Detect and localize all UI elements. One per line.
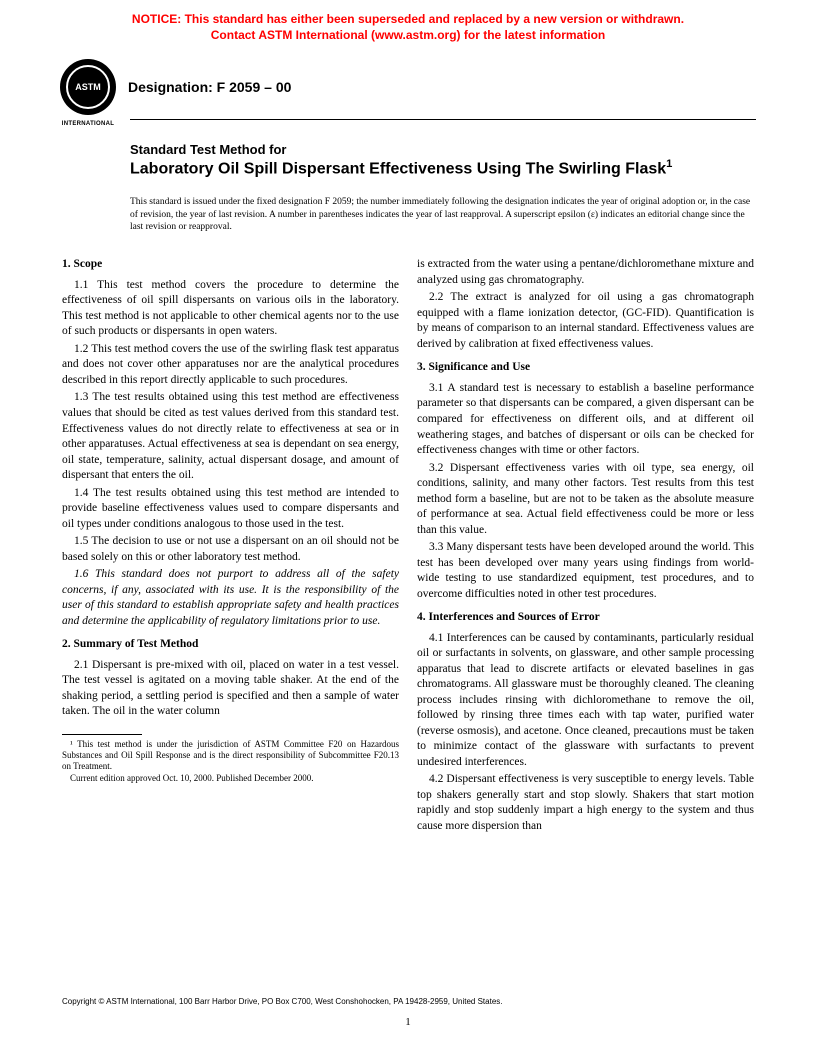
copyright: Copyright © ASTM International, 100 Barr… xyxy=(62,997,503,1006)
para-1-3: 1.3 The test results obtained using this… xyxy=(62,390,399,483)
section-4-head: 4. Interferences and Sources of Error xyxy=(417,610,754,626)
issue-note: This standard is issued under the fixed … xyxy=(130,196,756,233)
para-3-2: 3.2 Dispersant effectiveness varies with… xyxy=(417,461,754,539)
logo-subtext: INTERNATIONAL xyxy=(60,121,116,127)
footnote-rule xyxy=(62,734,142,735)
content-columns: 1. Scope 1.1 This test method covers the… xyxy=(0,233,816,836)
para-1-2: 1.2 This test method covers the use of t… xyxy=(62,342,399,389)
logo-text: ASTM xyxy=(75,83,101,92)
para-2-1b: is extracted from the water using a pent… xyxy=(417,257,754,288)
para-1-4: 1.4 The test results obtained using this… xyxy=(62,486,399,533)
notice-line1: NOTICE: This standard has either been su… xyxy=(132,12,684,26)
para-2-1: 2.1 Dispersant is pre-mixed with oil, pl… xyxy=(62,658,399,720)
header-row: ASTM INTERNATIONAL Designation: F 2059 –… xyxy=(0,51,816,115)
notice-banner: NOTICE: This standard has either been su… xyxy=(0,0,816,51)
astm-logo: ASTM INTERNATIONAL xyxy=(60,59,116,115)
para-4-2: 4.2 Dispersant effectiveness is very sus… xyxy=(417,772,754,834)
para-1-1: 1.1 This test method covers the procedur… xyxy=(62,278,399,340)
left-column: 1. Scope 1.1 This test method covers the… xyxy=(62,257,399,836)
designation: Designation: F 2059 – 00 xyxy=(128,79,291,95)
para-2-2: 2.2 The extract is analyzed for oil usin… xyxy=(417,290,754,352)
section-2-head: 2. Summary of Test Method xyxy=(62,637,399,653)
para-1-6: 1.6 This standard does not purport to ad… xyxy=(62,567,399,629)
para-1-5: 1.5 The decision to use or not use a dis… xyxy=(62,534,399,565)
para-3-3: 3.3 Many dispersant tests have been deve… xyxy=(417,540,754,602)
title-pre: Standard Test Method for xyxy=(130,142,756,157)
notice-line2: Contact ASTM International (www.astm.org… xyxy=(211,28,605,42)
footnote-1: ¹ This test method is under the jurisdic… xyxy=(62,739,399,773)
page-number: 1 xyxy=(0,1016,816,1028)
title-block: Standard Test Method for Laboratory Oil … xyxy=(130,142,756,180)
header-rule xyxy=(130,119,756,120)
title-main: Laboratory Oil Spill Dispersant Effectiv… xyxy=(130,157,756,180)
right-column: is extracted from the water using a pent… xyxy=(417,257,754,836)
section-1-head: 1. Scope xyxy=(62,257,399,273)
footnote-2: Current edition approved Oct. 10, 2000. … xyxy=(62,773,399,784)
para-4-1: 4.1 Interferences can be caused by conta… xyxy=(417,631,754,771)
para-3-1: 3.1 A standard test is necessary to esta… xyxy=(417,381,754,459)
section-3-head: 3. Significance and Use xyxy=(417,360,754,376)
